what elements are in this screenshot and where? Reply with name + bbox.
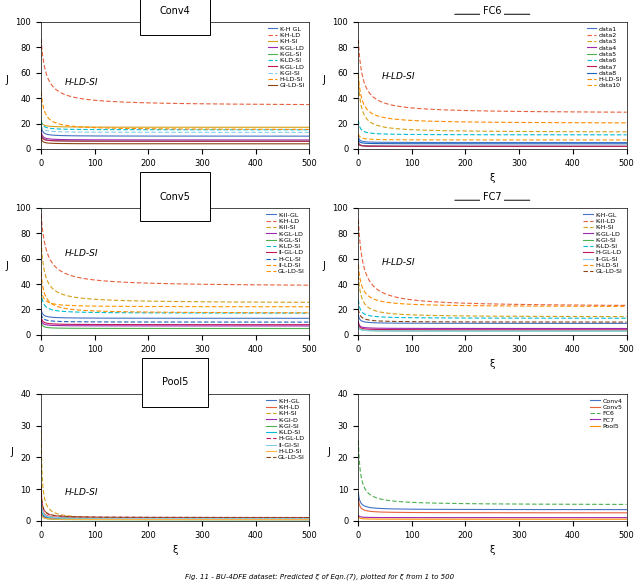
Text: H-LD-SI: H-LD-SI bbox=[382, 72, 416, 81]
Y-axis label: J: J bbox=[323, 261, 326, 271]
Y-axis label: J: J bbox=[323, 76, 326, 85]
Legend: K-H-GL, K-H-LD, K-H-SI, K-GI-D, K-GI-SI, K-LD-SI, H-GL-LD, II-GI-SI, H-LD-SI, GL: K-H-GL, K-H-LD, K-H-SI, K-GI-D, K-GI-SI,… bbox=[265, 397, 306, 462]
X-axis label: ξ: ξ bbox=[490, 545, 495, 555]
Legend: Conv4, Conv5, FC6, FC7, Pool5: Conv4, Conv5, FC6, FC7, Pool5 bbox=[589, 397, 623, 430]
X-axis label: ξ: ξ bbox=[172, 545, 178, 555]
Legend: K-II-GL, K-H-LD, K-II-SI, K-GL-LD, K-GL-SI, K-LD-SI, II-GL-LD, H-CL-SI, II-LD-SI: K-II-GL, K-H-LD, K-II-SI, K-GL-LD, K-GL-… bbox=[265, 211, 306, 275]
Text: H-LD-SI: H-LD-SI bbox=[65, 78, 99, 87]
Legend: data1, data2, data3, data4, data5, data6, data7, data8, H-LD-SI, data10: data1, data2, data3, data4, data5, data6… bbox=[586, 25, 623, 89]
X-axis label: ξ: ξ bbox=[172, 173, 178, 183]
Text: Fig. 11 - BU-4DFE dataset: Predicted ξ of Eqn.(7), plotted for ξ from 1 to 500: Fig. 11 - BU-4DFE dataset: Predicted ξ o… bbox=[186, 573, 454, 580]
X-axis label: ξ: ξ bbox=[490, 359, 495, 369]
Text: H-LD-SI: H-LD-SI bbox=[65, 249, 99, 258]
X-axis label: ξ: ξ bbox=[490, 173, 495, 183]
Title: FC7: FC7 bbox=[483, 192, 502, 202]
X-axis label: ξ: ξ bbox=[172, 359, 178, 369]
Text: H-LD-SI: H-LD-SI bbox=[65, 489, 99, 497]
Title: Pool5: Pool5 bbox=[162, 378, 188, 388]
Title: Conv4: Conv4 bbox=[160, 6, 191, 16]
Y-axis label: J: J bbox=[328, 447, 331, 457]
Legend: K-H-GL, K-II-LD, K-H-SI, K-GL-LD, K-GI-SI, K-LD-SI, H-GL-LD, II-GL-SI, H-LD-SI, : K-H-GL, K-II-LD, K-H-SI, K-GL-LD, K-GI-S… bbox=[582, 211, 623, 275]
Title: Conv5: Conv5 bbox=[159, 192, 191, 202]
Y-axis label: J: J bbox=[6, 76, 8, 85]
Text: H-LD-SI: H-LD-SI bbox=[382, 258, 416, 267]
Title: FC6: FC6 bbox=[483, 6, 502, 16]
Legend: K-H GL, K-H-LD, K-H-SI, K-GL-LD, K-GL-SI, K-LD-SI, K-GL-LD, K-GI-SI, H-LD-SI, GI: K-H GL, K-H-LD, K-H-SI, K-GL-LD, K-GL-SI… bbox=[266, 25, 306, 89]
Y-axis label: J: J bbox=[11, 447, 13, 457]
Y-axis label: J: J bbox=[6, 261, 8, 271]
